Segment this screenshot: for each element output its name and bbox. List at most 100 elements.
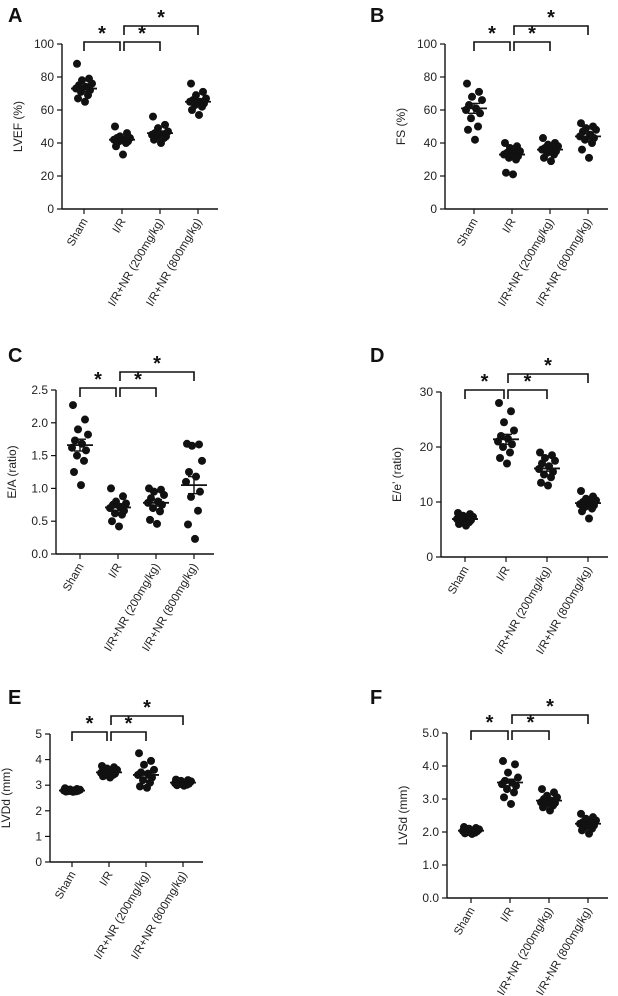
data-point: [495, 399, 503, 407]
data-point: [588, 504, 596, 513]
y-tick-label: 0: [47, 202, 54, 216]
panel-letter: D: [370, 345, 384, 367]
data-point: [467, 114, 475, 123]
significance-star: *: [546, 696, 554, 718]
data-point: [547, 473, 555, 482]
panel-letter: B: [370, 5, 384, 27]
data-point: [188, 441, 196, 450]
data-point: [187, 79, 195, 88]
significance-star: *: [153, 353, 161, 375]
data-point: [195, 110, 203, 119]
data-point: [112, 142, 120, 151]
data-point: [585, 153, 593, 162]
data-point: [71, 436, 79, 445]
data-point: [69, 401, 77, 410]
x-tick-label-i-r: I/R: [107, 562, 125, 581]
data-point: [118, 510, 126, 519]
data-point: [107, 484, 115, 493]
significance-bracket: [473, 41, 511, 51]
y-tick-label: 60: [41, 103, 55, 117]
data-point: [187, 492, 195, 501]
x-tick-label-sham: Sham: [452, 906, 477, 938]
data-point: [592, 125, 600, 134]
data-point: [578, 507, 586, 516]
y-tick-label: 1: [35, 829, 42, 843]
data-point: [455, 520, 463, 528]
y-tick-label: 40: [41, 136, 55, 150]
data-point: [73, 451, 81, 460]
y-tick-label: 2.0: [422, 825, 439, 839]
data-point: [577, 487, 585, 495]
data-point: [510, 788, 518, 797]
data-point: [511, 760, 519, 769]
significance-bracket: [511, 714, 589, 724]
panel-c: C0.00.51.01.52.02.5E/A (ratio)Sham I/RI/R…: [5, 345, 214, 654]
data-point: [74, 94, 82, 103]
x-tick-label-sham: Sham: [65, 217, 90, 249]
x-tick-label-sham: Sham: [446, 565, 471, 597]
y-tick-label: 30: [420, 385, 434, 399]
data-point: [585, 829, 593, 838]
panel-letter: C: [8, 345, 22, 367]
significance-bracket: [123, 25, 199, 35]
data-point: [474, 122, 482, 131]
data-point: [122, 499, 130, 508]
data-point: [153, 519, 161, 528]
data-point: [198, 456, 206, 465]
data-point: [463, 79, 471, 88]
significance-star: *: [134, 369, 142, 391]
data-point: [146, 515, 154, 524]
y-axis-label: LVDd (mm): [0, 768, 13, 828]
data-point: [578, 826, 586, 835]
data-point: [551, 456, 559, 465]
significance-star: *: [94, 369, 102, 391]
significance-star: *: [125, 713, 133, 735]
data-point: [196, 487, 204, 496]
significance-star: *: [547, 7, 555, 29]
data-point: [150, 487, 158, 496]
x-tick-label-i-r: I/R: [98, 870, 116, 889]
y-tick-label: 2: [35, 804, 42, 818]
data-point: [182, 477, 190, 486]
data-point: [499, 757, 507, 766]
y-tick-label: 2.5: [31, 383, 48, 397]
data-point: [464, 125, 472, 134]
significance-bracket: [79, 387, 117, 397]
data-point: [195, 440, 203, 449]
y-tick-label: 80: [424, 70, 438, 84]
x-tick-label-i-r: I/R: [111, 217, 129, 236]
y-tick-label: 100: [417, 37, 437, 51]
data-point: [84, 91, 92, 100]
data-point: [544, 481, 552, 490]
data-point: [506, 448, 514, 457]
y-axis-label: E/e’ (ratio): [390, 447, 404, 502]
significance-star: *: [488, 23, 496, 45]
x-tick-label-i-r: I/R: [495, 565, 513, 584]
data-point: [81, 415, 89, 424]
data-point: [509, 170, 517, 179]
significance-bracket: [119, 387, 157, 397]
data-point: [538, 785, 546, 794]
y-tick-label: 40: [424, 136, 438, 150]
data-point: [73, 59, 81, 68]
significance-star: *: [524, 371, 532, 393]
data-point: [150, 135, 158, 144]
x-tick-label-sham: Sham: [53, 870, 78, 902]
y-axis-label: FS (%): [394, 108, 408, 145]
data-point: [577, 119, 585, 128]
data-point: [536, 448, 544, 457]
data-point: [550, 150, 558, 159]
data-point: [184, 520, 192, 529]
y-tick-label: 4: [35, 753, 42, 767]
y-tick-label: 0.0: [31, 547, 48, 561]
data-point: [547, 157, 555, 166]
data-point: [115, 522, 123, 531]
data-point: [468, 92, 476, 101]
significance-bracket: [511, 730, 550, 740]
data-point: [84, 430, 92, 439]
data-point: [194, 506, 202, 515]
significance-bracket: [71, 731, 108, 741]
